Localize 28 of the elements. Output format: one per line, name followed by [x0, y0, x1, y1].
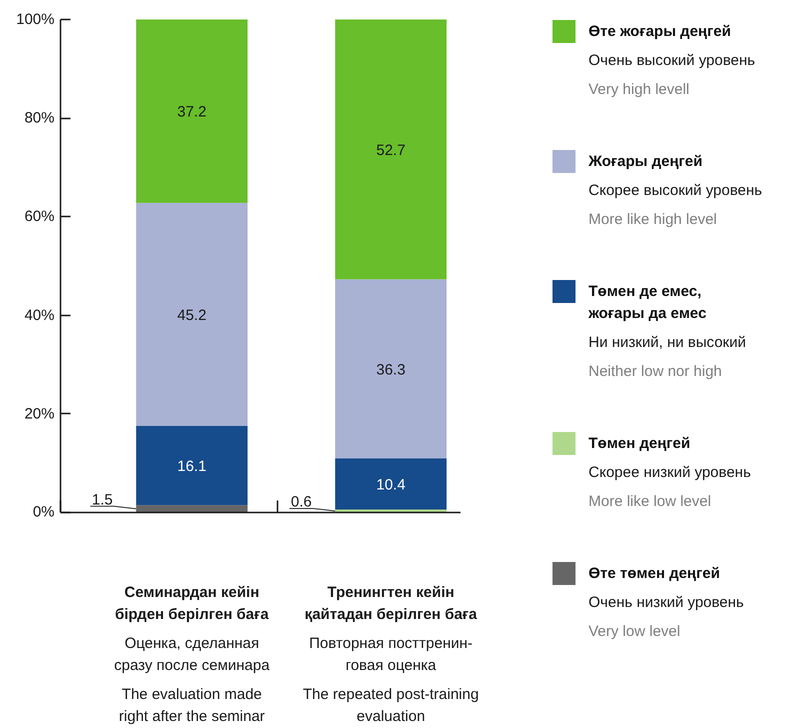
legend-label: Жоғары деңгей Скорее высокий уровень More like high level	[588, 153, 762, 228]
bar	[335, 20, 447, 280]
x-tick-label: Семинардан кейін бірден берілген баға Оценка, сделанная сразу после семинара The evaluation made right after the seminar	[114, 584, 270, 725]
data-label: 16.1	[177, 458, 206, 475]
legend-label: Төмен де емес, жоғары да емес Ни низкий, ни высокий Neither low nor high	[588, 283, 746, 380]
bar	[136, 505, 248, 512]
data-label: 52.7	[376, 142, 406, 159]
y-tick-label: 20%	[24, 405, 55, 422]
bar	[136, 20, 248, 203]
legend-label: Төмен деңгей Скорее низкий уровень More like low level	[588, 435, 752, 510]
data-label: 1.5	[92, 491, 113, 508]
data-label: 45.2	[177, 306, 206, 324]
x-tick-label: Тренингтен кейін қайтадан берілген баға Повторная посттренин- говая оценка The repeated post-training evaluation	[302, 584, 479, 725]
bar	[136, 426, 248, 506]
legend-label: Өте төмен деңгей Очень низкий уровень Very low level	[588, 565, 744, 640]
y-tick-label: 100%	[16, 11, 55, 28]
y-tick-label: 0%	[32, 504, 55, 520]
bar	[136, 202, 248, 426]
data-label: 10.4	[376, 476, 406, 494]
bar	[335, 279, 447, 458]
bar	[335, 458, 447, 510]
data-label: 36.3	[376, 361, 406, 378]
data-label: 37.2	[177, 104, 206, 121]
y-tick-label: 40%	[24, 306, 55, 324]
y-tick-label: 60%	[24, 208, 55, 226]
y-tick-label: 80%	[24, 110, 55, 127]
data-label: 0.6	[290, 494, 312, 511]
legend-label: Өте жоғары деңгей Очень высокий уровень Very high levell	[588, 23, 756, 98]
